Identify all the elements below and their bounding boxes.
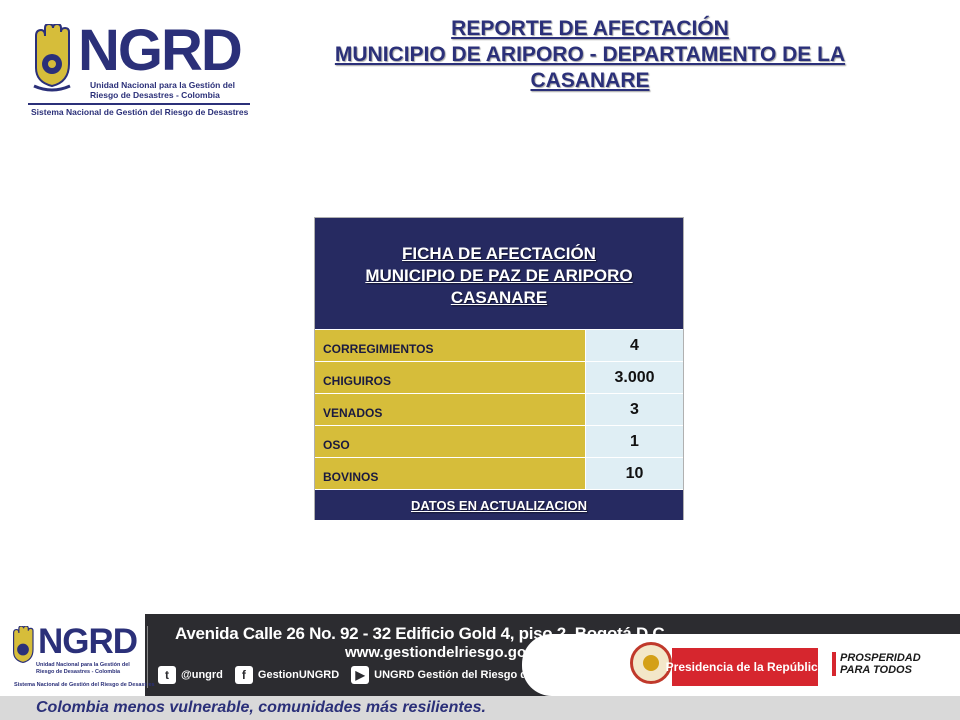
youtube-icon: ▶ — [351, 666, 370, 684]
row-label: OSO — [315, 426, 585, 457]
footer-divider — [147, 626, 148, 688]
ngrd-logo: NGRD Unidad Nacional para la Gestión del… — [28, 20, 253, 120]
card-footer: DATOS EN ACTUALIZACION — [315, 489, 683, 520]
prosperidad-logo: PROSPERIDAD PARA TODOS — [832, 652, 921, 676]
prosperidad-bar-icon — [832, 652, 836, 676]
twitter-link[interactable]: t @ungrd — [158, 666, 223, 684]
presidencia-logo: Presidencia de la República — [666, 648, 824, 686]
footer-system-name: Sistema Nacional de Gestión del Riesgo d… — [14, 682, 155, 688]
table-row: CHIGUIROS 3.000 — [315, 361, 683, 393]
affectation-card: FICHA DE AFECTACIÓN MUNICIPIO DE PAZ DE … — [314, 217, 684, 520]
row-value: 3.000 — [585, 362, 683, 393]
row-value: 10 — [585, 458, 683, 489]
row-label: CORREGIMIENTOS — [315, 330, 585, 361]
logo-brand-text: NGRD — [78, 18, 243, 83]
row-value: 3 — [585, 394, 683, 425]
facebook-icon: f — [234, 666, 253, 684]
table-row: BOVINOS 10 — [315, 457, 683, 489]
row-label: CHIGUIROS — [315, 362, 585, 393]
footer-website-link[interactable]: www.gestiondelriesgo.gov.co — [345, 644, 556, 661]
table-row: OSO 1 — [315, 425, 683, 457]
government-logos-panel: Presidencia de la República PROSPERIDAD P… — [522, 634, 960, 696]
facebook-link[interactable]: f GestionUNGRD — [234, 666, 339, 684]
row-value: 4 — [585, 330, 683, 361]
footer-logo-brand: NGRD — [38, 622, 138, 661]
colombia-seal-icon — [630, 642, 672, 684]
footer-logo-subtitle: Unidad Nacional para la Gestión del Ries… — [36, 662, 130, 675]
logo-system-name: Sistema Nacional de Gestión del Riesgo d… — [31, 107, 249, 117]
hand-emblem-icon — [33, 24, 71, 92]
table-row: CORREGIMIENTOS 4 — [315, 329, 683, 361]
table-row: VENADOS 3 — [315, 393, 683, 425]
page-footer: NGRD Unidad Nacional para la Gestión del… — [0, 614, 960, 720]
logo-subtitle: Unidad Nacional para la Gestión del Ries… — [90, 80, 236, 100]
slogan-bar: Colombia menos vulnerable, comunidades m… — [0, 696, 960, 720]
slogan-text: Colombia menos vulnerable, comunidades m… — [36, 699, 486, 716]
logo-divider — [28, 103, 250, 105]
footer-logo-panel: NGRD Unidad Nacional para la Gestión del… — [0, 614, 155, 696]
hand-emblem-icon — [13, 626, 34, 664]
card-header: FICHA DE AFECTACIÓN MUNICIPIO DE PAZ DE … — [315, 218, 683, 329]
row-label: BOVINOS — [315, 458, 585, 489]
footer-social-links: t @ungrd f GestionUNGRD ▶ UNGRD Gestión … — [158, 666, 601, 684]
page-title: REPORTE DE AFECTACIÓN MUNICIPIO DE ARIPO… — [334, 17, 846, 92]
twitter-icon: t — [158, 666, 176, 684]
row-label: VENADOS — [315, 394, 585, 425]
row-value: 1 — [585, 426, 683, 457]
